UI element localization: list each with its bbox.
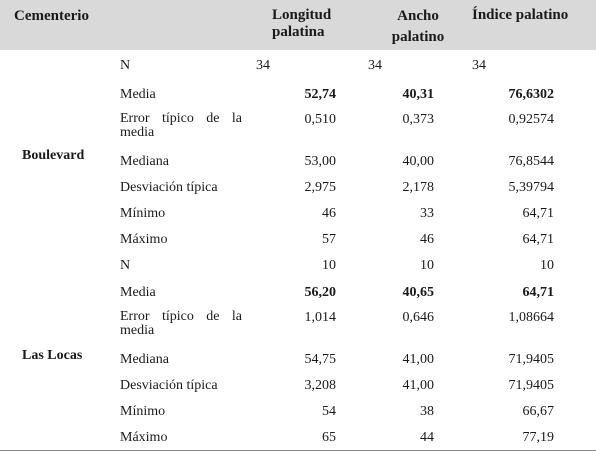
ancho-value: 40,31 xyxy=(402,87,435,102)
longitud-value: 56,20 xyxy=(304,285,337,300)
header-cementerio: Cementerio xyxy=(14,8,89,24)
ancho-value: 40,00 xyxy=(402,154,435,169)
ancho-value: 0,646 xyxy=(402,310,435,325)
indice-value: 1,08664 xyxy=(508,310,555,325)
stat-label: Mínimo xyxy=(120,206,166,221)
ancho-value: 40,65 xyxy=(402,285,435,300)
header-ancho-line1: Ancho xyxy=(397,8,439,24)
stat-label: N xyxy=(120,58,131,73)
stat-label: Mediana xyxy=(120,154,169,169)
group-label-boulevard: Boulevard xyxy=(22,148,85,163)
header-longitud-line2: palatina xyxy=(272,24,325,40)
indice-value: 64,71 xyxy=(522,206,555,221)
indice-value: 5,39794 xyxy=(508,180,555,195)
stat-label: Mínimo xyxy=(120,404,166,419)
longitud-value: 34 xyxy=(256,58,270,73)
longitud-value: 1,014 xyxy=(304,310,337,325)
header-longitud-palatina: Longitud palatina xyxy=(272,7,342,57)
ancho-value: 41,00 xyxy=(402,378,435,393)
stat-label: Máximo xyxy=(120,232,168,247)
longitud-value: 10 xyxy=(322,258,336,273)
header-longitud-line1: Longitud xyxy=(272,7,332,23)
stat-label: Desviación típica xyxy=(120,378,218,393)
longitud-value: 3,208 xyxy=(304,378,337,393)
indice-value: 64,71 xyxy=(522,285,555,300)
ancho-value: 2,178 xyxy=(402,180,435,195)
header-indice-palatino: Índice palatino xyxy=(472,7,569,23)
ancho-value: 34 xyxy=(368,58,382,73)
ancho-value: 44 xyxy=(420,430,434,445)
longitud-value: 57 xyxy=(322,232,336,247)
indice-value: 34 xyxy=(472,58,486,73)
longitud-value: 46 xyxy=(322,206,336,221)
longitud-value: 52,74 xyxy=(304,87,337,102)
indice-value: 76,6302 xyxy=(508,87,555,102)
indice-value: 71,9405 xyxy=(508,352,555,367)
stat-label: Error típico de la media xyxy=(120,111,242,140)
ancho-value: 33 xyxy=(420,206,434,221)
indice-value: 0,92574 xyxy=(508,112,555,127)
ancho-value: 41,00 xyxy=(402,352,435,367)
table-header: Cementerio Longitud palatina Ancho palat… xyxy=(0,0,596,50)
indice-value: 66,67 xyxy=(522,404,555,419)
longitud-value: 54,75 xyxy=(304,352,337,367)
indice-value: 77,19 xyxy=(522,430,555,445)
header-ancho-line2: palatino xyxy=(391,29,445,45)
stat-label: Máximo xyxy=(120,430,168,445)
group-label-las-locas: Las Locas xyxy=(22,348,83,363)
ancho-value: 10 xyxy=(420,258,434,273)
indice-value: 71,9405 xyxy=(508,378,555,393)
stat-label: Media xyxy=(120,87,156,102)
longitud-value: 54 xyxy=(322,404,336,419)
indice-value: 10 xyxy=(540,258,554,273)
stat-label: Error típico de la media xyxy=(120,309,242,338)
ancho-value: 38 xyxy=(420,404,434,419)
stat-label: N xyxy=(120,258,131,273)
stat-label: Media xyxy=(120,285,156,300)
longitud-value: 65 xyxy=(322,430,336,445)
bottom-rule xyxy=(0,450,596,451)
indice-value: 76,8544 xyxy=(508,154,555,169)
longitud-value: 53,00 xyxy=(304,154,337,169)
header-ancho-palatino: Ancho palatino xyxy=(386,8,450,58)
stat-label: Mediana xyxy=(120,352,169,367)
longitud-value: 2,975 xyxy=(304,180,337,195)
ancho-value: 0,373 xyxy=(402,112,435,127)
longitud-value: 0,510 xyxy=(304,112,337,127)
ancho-value: 46 xyxy=(420,232,434,247)
stat-label: Desviación típica xyxy=(120,180,218,195)
indice-value: 64,71 xyxy=(522,232,555,247)
